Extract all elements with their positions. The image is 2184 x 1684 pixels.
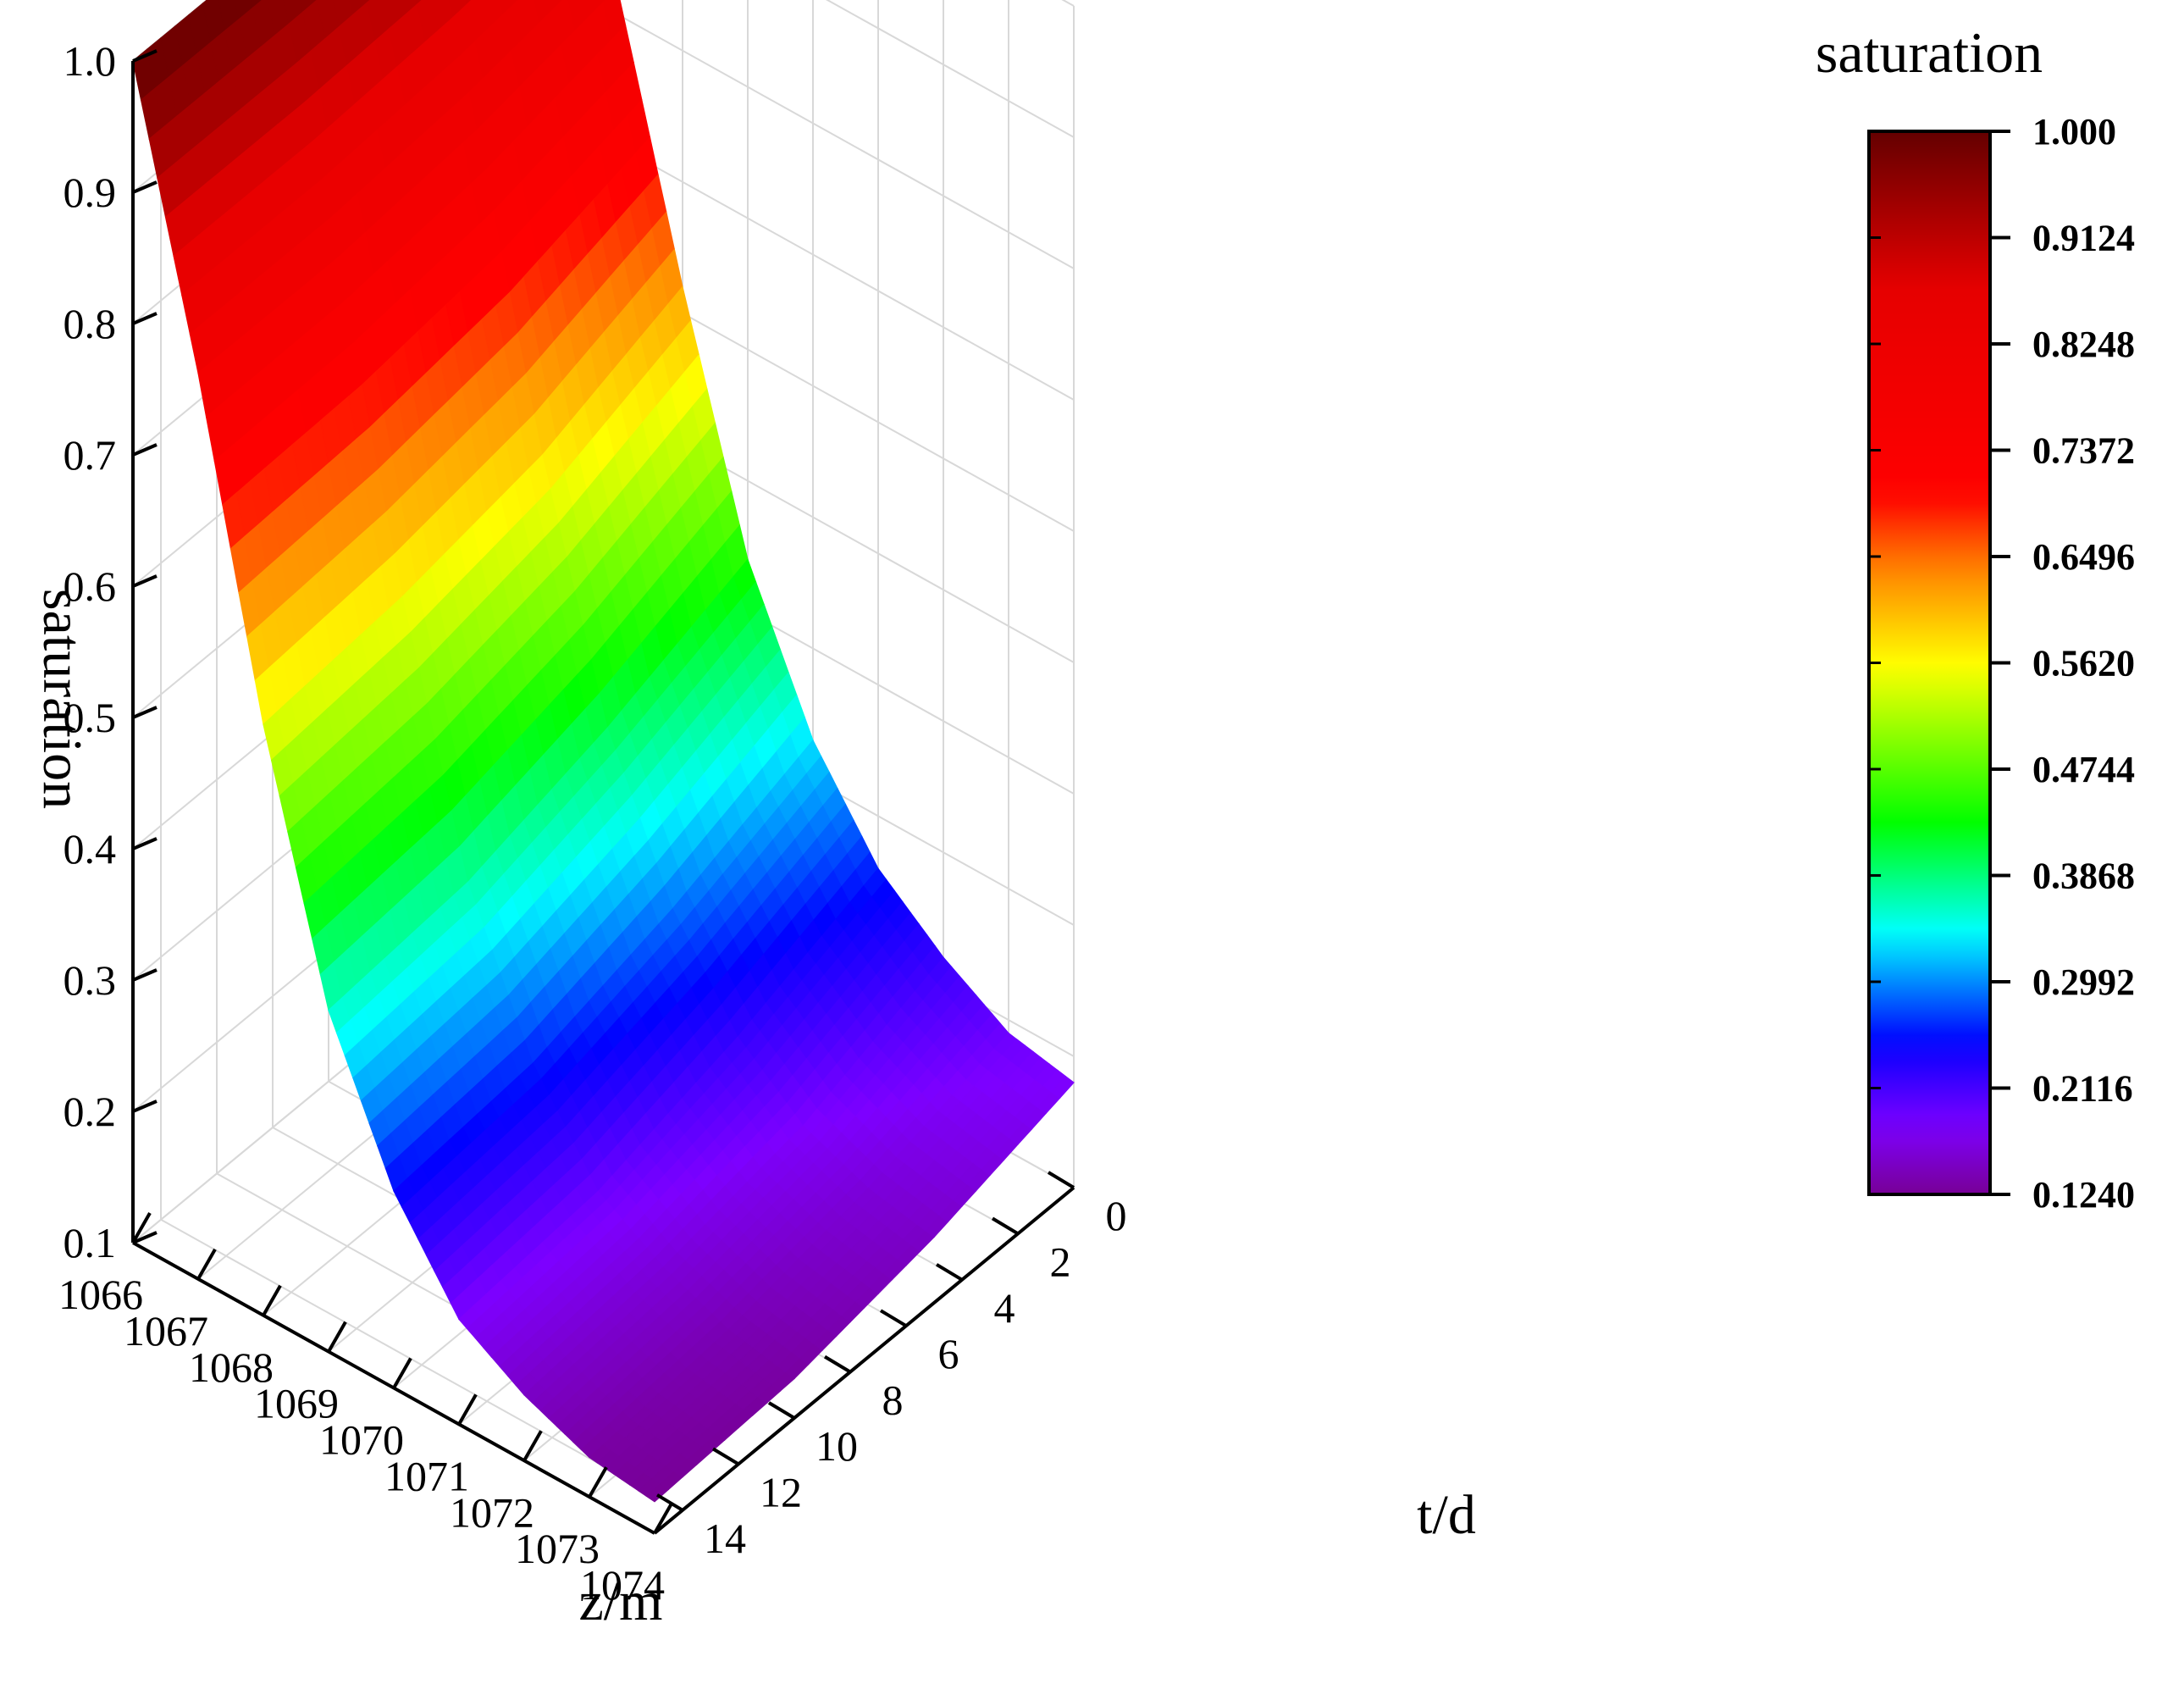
z-tick-label: 0.9 — [64, 169, 117, 216]
z-tick — [133, 576, 157, 586]
z-tick-label: 0.2 — [64, 1088, 117, 1135]
z-tick-label: 0.4 — [64, 825, 117, 872]
y-tick-label: 8 — [882, 1377, 904, 1424]
x-tick — [198, 1249, 215, 1279]
z-tick-label: 1.0 — [64, 37, 117, 85]
y-axis-title: t/d — [1417, 1484, 1476, 1546]
y-tick-label: 14 — [704, 1515, 746, 1562]
z-tick — [133, 707, 157, 717]
y-tick — [825, 1357, 850, 1372]
colorbar-label: 0.3868 — [2032, 856, 2135, 897]
z-tick-label: 0.3 — [64, 956, 117, 1004]
y-tick — [769, 1403, 794, 1418]
z-tick — [133, 182, 157, 192]
colorbar-label: 0.1240 — [2032, 1174, 2135, 1216]
z-tick-label: 0.1 — [64, 1219, 117, 1266]
y-tick — [881, 1310, 906, 1326]
colorbar-label: 1.000 — [2032, 111, 2116, 152]
colorbar-label: 0.2992 — [2032, 961, 2135, 1003]
colorbar-title: saturation — [1816, 20, 2043, 85]
z-tick-label: 0.7 — [64, 431, 117, 479]
colorbar-label: 0.2116 — [2032, 1068, 2133, 1110]
x-tick — [329, 1322, 346, 1352]
z-tick-label: 0.8 — [64, 300, 117, 347]
colorbar-label: 0.7372 — [2032, 430, 2135, 472]
x-axis-title: z/m — [579, 1570, 663, 1632]
z-axis-title: saturation — [31, 589, 93, 809]
y-tick — [937, 1265, 962, 1280]
y-tick-label: 0 — [1106, 1192, 1127, 1239]
colorbar: saturation 1.000 0.9124 0.8248 0.7372 0.6496… — [1816, 20, 2135, 1216]
colorbar-label: 0.8248 — [2032, 324, 2135, 365]
z-tick — [133, 970, 157, 980]
y-tick — [992, 1218, 1018, 1233]
x-tick — [459, 1394, 476, 1424]
y-tick-label: 4 — [994, 1284, 1015, 1332]
colorbar-label: 0.5620 — [2032, 643, 2135, 684]
z-tick — [133, 313, 157, 324]
y-tick-label: 12 — [760, 1468, 802, 1515]
z-tick — [133, 1101, 157, 1111]
colorbar-label: 0.9124 — [2032, 218, 2135, 259]
z-tick — [133, 445, 157, 455]
y-tick-label: 10 — [816, 1422, 858, 1470]
x-tick — [589, 1467, 606, 1497]
x-tick — [524, 1431, 541, 1460]
x-tick — [655, 1504, 672, 1533]
y-tick — [1048, 1172, 1074, 1188]
colorbar-gradient — [1869, 131, 1990, 1194]
colorbar-label: 0.6496 — [2032, 536, 2135, 578]
z-tick — [133, 839, 157, 849]
y-tick-label: 2 — [1050, 1238, 1071, 1285]
y-tick — [713, 1449, 738, 1464]
x-tick — [394, 1359, 411, 1388]
colorbar-label: 0.4744 — [2032, 749, 2135, 790]
surface-layer — [133, 0, 1074, 1502]
x-tick — [263, 1286, 280, 1316]
y-tick-label: 6 — [938, 1330, 959, 1377]
